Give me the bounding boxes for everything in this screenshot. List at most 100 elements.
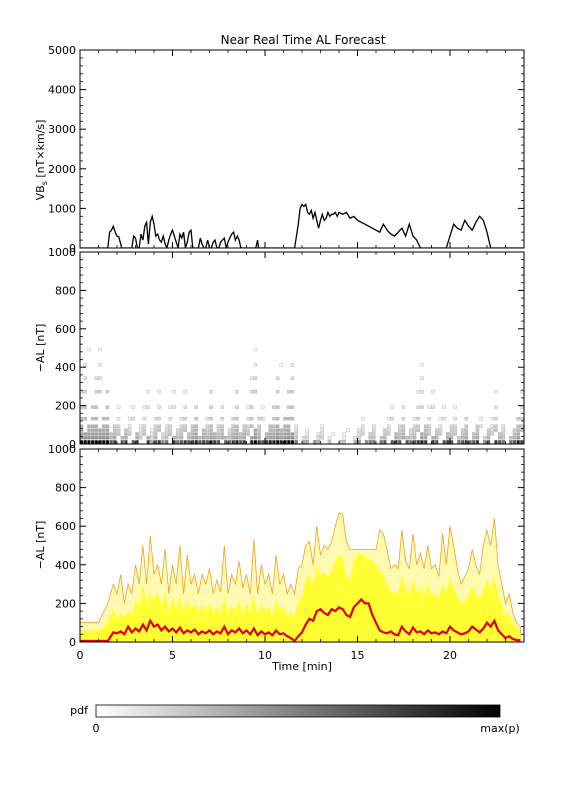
pdf-cell xyxy=(220,405,224,409)
pdf-cell xyxy=(131,405,136,409)
pdf-cell xyxy=(464,440,469,444)
pdf-cell xyxy=(142,428,147,432)
pdf-cell xyxy=(205,424,210,428)
pdf-cell xyxy=(272,424,276,428)
y-tick-label: 0 xyxy=(69,438,76,451)
pdf-cell xyxy=(153,416,158,421)
pdf-cell xyxy=(516,424,520,428)
pdf-cell xyxy=(113,440,117,444)
pdf-cell xyxy=(460,428,465,432)
pdf-cell xyxy=(105,405,110,409)
panel-vbs: 0 1000 2000 3000 4000 5000 VBs [nT×km/s] xyxy=(34,44,525,255)
pdf-cell xyxy=(127,424,132,428)
forecast-inner-band xyxy=(80,553,521,642)
pdf-cell xyxy=(261,405,265,409)
pdf-cell xyxy=(187,432,191,436)
pdf-cell xyxy=(361,416,365,421)
pdf-cell xyxy=(213,432,217,436)
pdf-cell xyxy=(153,432,158,436)
pdf-cell xyxy=(409,428,413,432)
pdf-cell xyxy=(423,424,428,428)
pdf-cell xyxy=(209,440,213,444)
pdf-cell xyxy=(468,440,472,444)
pdf-cell xyxy=(357,428,361,432)
pdf-cell xyxy=(98,376,102,380)
pdf-cell xyxy=(80,424,84,428)
pdf-cell xyxy=(264,432,269,436)
pdf-cell xyxy=(227,440,232,444)
pdf-cell xyxy=(257,432,261,436)
pdf-cell xyxy=(179,416,184,421)
pdf-cell xyxy=(268,428,272,432)
pdf-cell xyxy=(109,432,113,436)
pdf-cell xyxy=(275,436,280,440)
pdf-cell xyxy=(179,424,184,428)
pdf-cell xyxy=(420,390,424,394)
pdf-cell xyxy=(253,390,258,394)
pdf-cell xyxy=(423,428,428,432)
pdf-cell xyxy=(87,432,91,436)
pdf-cell xyxy=(176,436,180,440)
pdf-cell xyxy=(242,424,247,428)
pdf-cell xyxy=(490,432,494,436)
pdf-cell xyxy=(501,424,506,428)
pdf-cell xyxy=(483,440,487,444)
pdf-cell xyxy=(438,416,443,421)
panel-al-forecast-series-layer xyxy=(80,512,521,642)
pdf-cell xyxy=(179,436,184,440)
pdf-cell xyxy=(446,432,450,436)
pdf-cell xyxy=(490,424,494,428)
pdf-cell xyxy=(460,436,465,440)
pdf-cell xyxy=(142,405,147,409)
pdf-cell xyxy=(386,416,391,421)
pdf-cell xyxy=(412,424,417,428)
pdf-cell xyxy=(346,428,350,432)
pdf-cell xyxy=(372,424,376,428)
pdf-cell xyxy=(409,440,413,444)
pdf-cell xyxy=(279,432,284,436)
pdf-cell xyxy=(183,424,187,428)
pdf-cell xyxy=(412,432,417,436)
pdf-cell xyxy=(253,376,258,380)
pdf-cell xyxy=(501,436,506,440)
pdf-cell xyxy=(242,432,247,436)
pdf-cell xyxy=(353,436,358,440)
pdf-cell xyxy=(90,432,95,436)
pdf-cell xyxy=(94,405,99,409)
pdf-cell xyxy=(420,432,424,436)
pdf-cell xyxy=(494,390,498,394)
pdf-cell xyxy=(464,428,469,432)
pdf-cell xyxy=(224,440,228,444)
pdf-cell xyxy=(316,436,321,440)
pdf-cell xyxy=(301,436,306,440)
pdf-cell xyxy=(490,416,494,421)
pdf-cell xyxy=(176,432,180,436)
pdf-cell xyxy=(457,436,461,440)
pdf-cell xyxy=(87,436,91,440)
pdf-cell xyxy=(501,440,506,444)
pdf-cell xyxy=(105,440,110,444)
pdf-cell xyxy=(213,440,217,444)
x-tick-label: 20 xyxy=(443,649,457,662)
pdf-cell xyxy=(194,405,198,409)
pdf-cell xyxy=(102,416,106,421)
pdf-cell xyxy=(442,405,446,409)
pdf-cell xyxy=(235,440,239,444)
pdf-cell xyxy=(287,440,291,444)
pdf-cell xyxy=(253,363,258,367)
pdf-cell xyxy=(87,347,91,352)
pdf-cell xyxy=(205,432,210,436)
pdf-cell xyxy=(98,363,102,367)
pdf-cell xyxy=(475,428,480,432)
pdf-cell xyxy=(275,376,280,380)
pdf-cell xyxy=(216,440,221,444)
pdf-cell xyxy=(250,424,254,428)
pdf-cell xyxy=(250,376,254,380)
pdf-cell xyxy=(179,432,184,436)
panel-al-pdf-heatmap-layer xyxy=(80,347,524,444)
pdf-cell xyxy=(209,405,213,409)
pdf-cell xyxy=(139,436,143,440)
pdf-cell xyxy=(501,428,506,432)
pdf-cell xyxy=(105,416,110,421)
y-tick-label: 0 xyxy=(69,242,76,255)
